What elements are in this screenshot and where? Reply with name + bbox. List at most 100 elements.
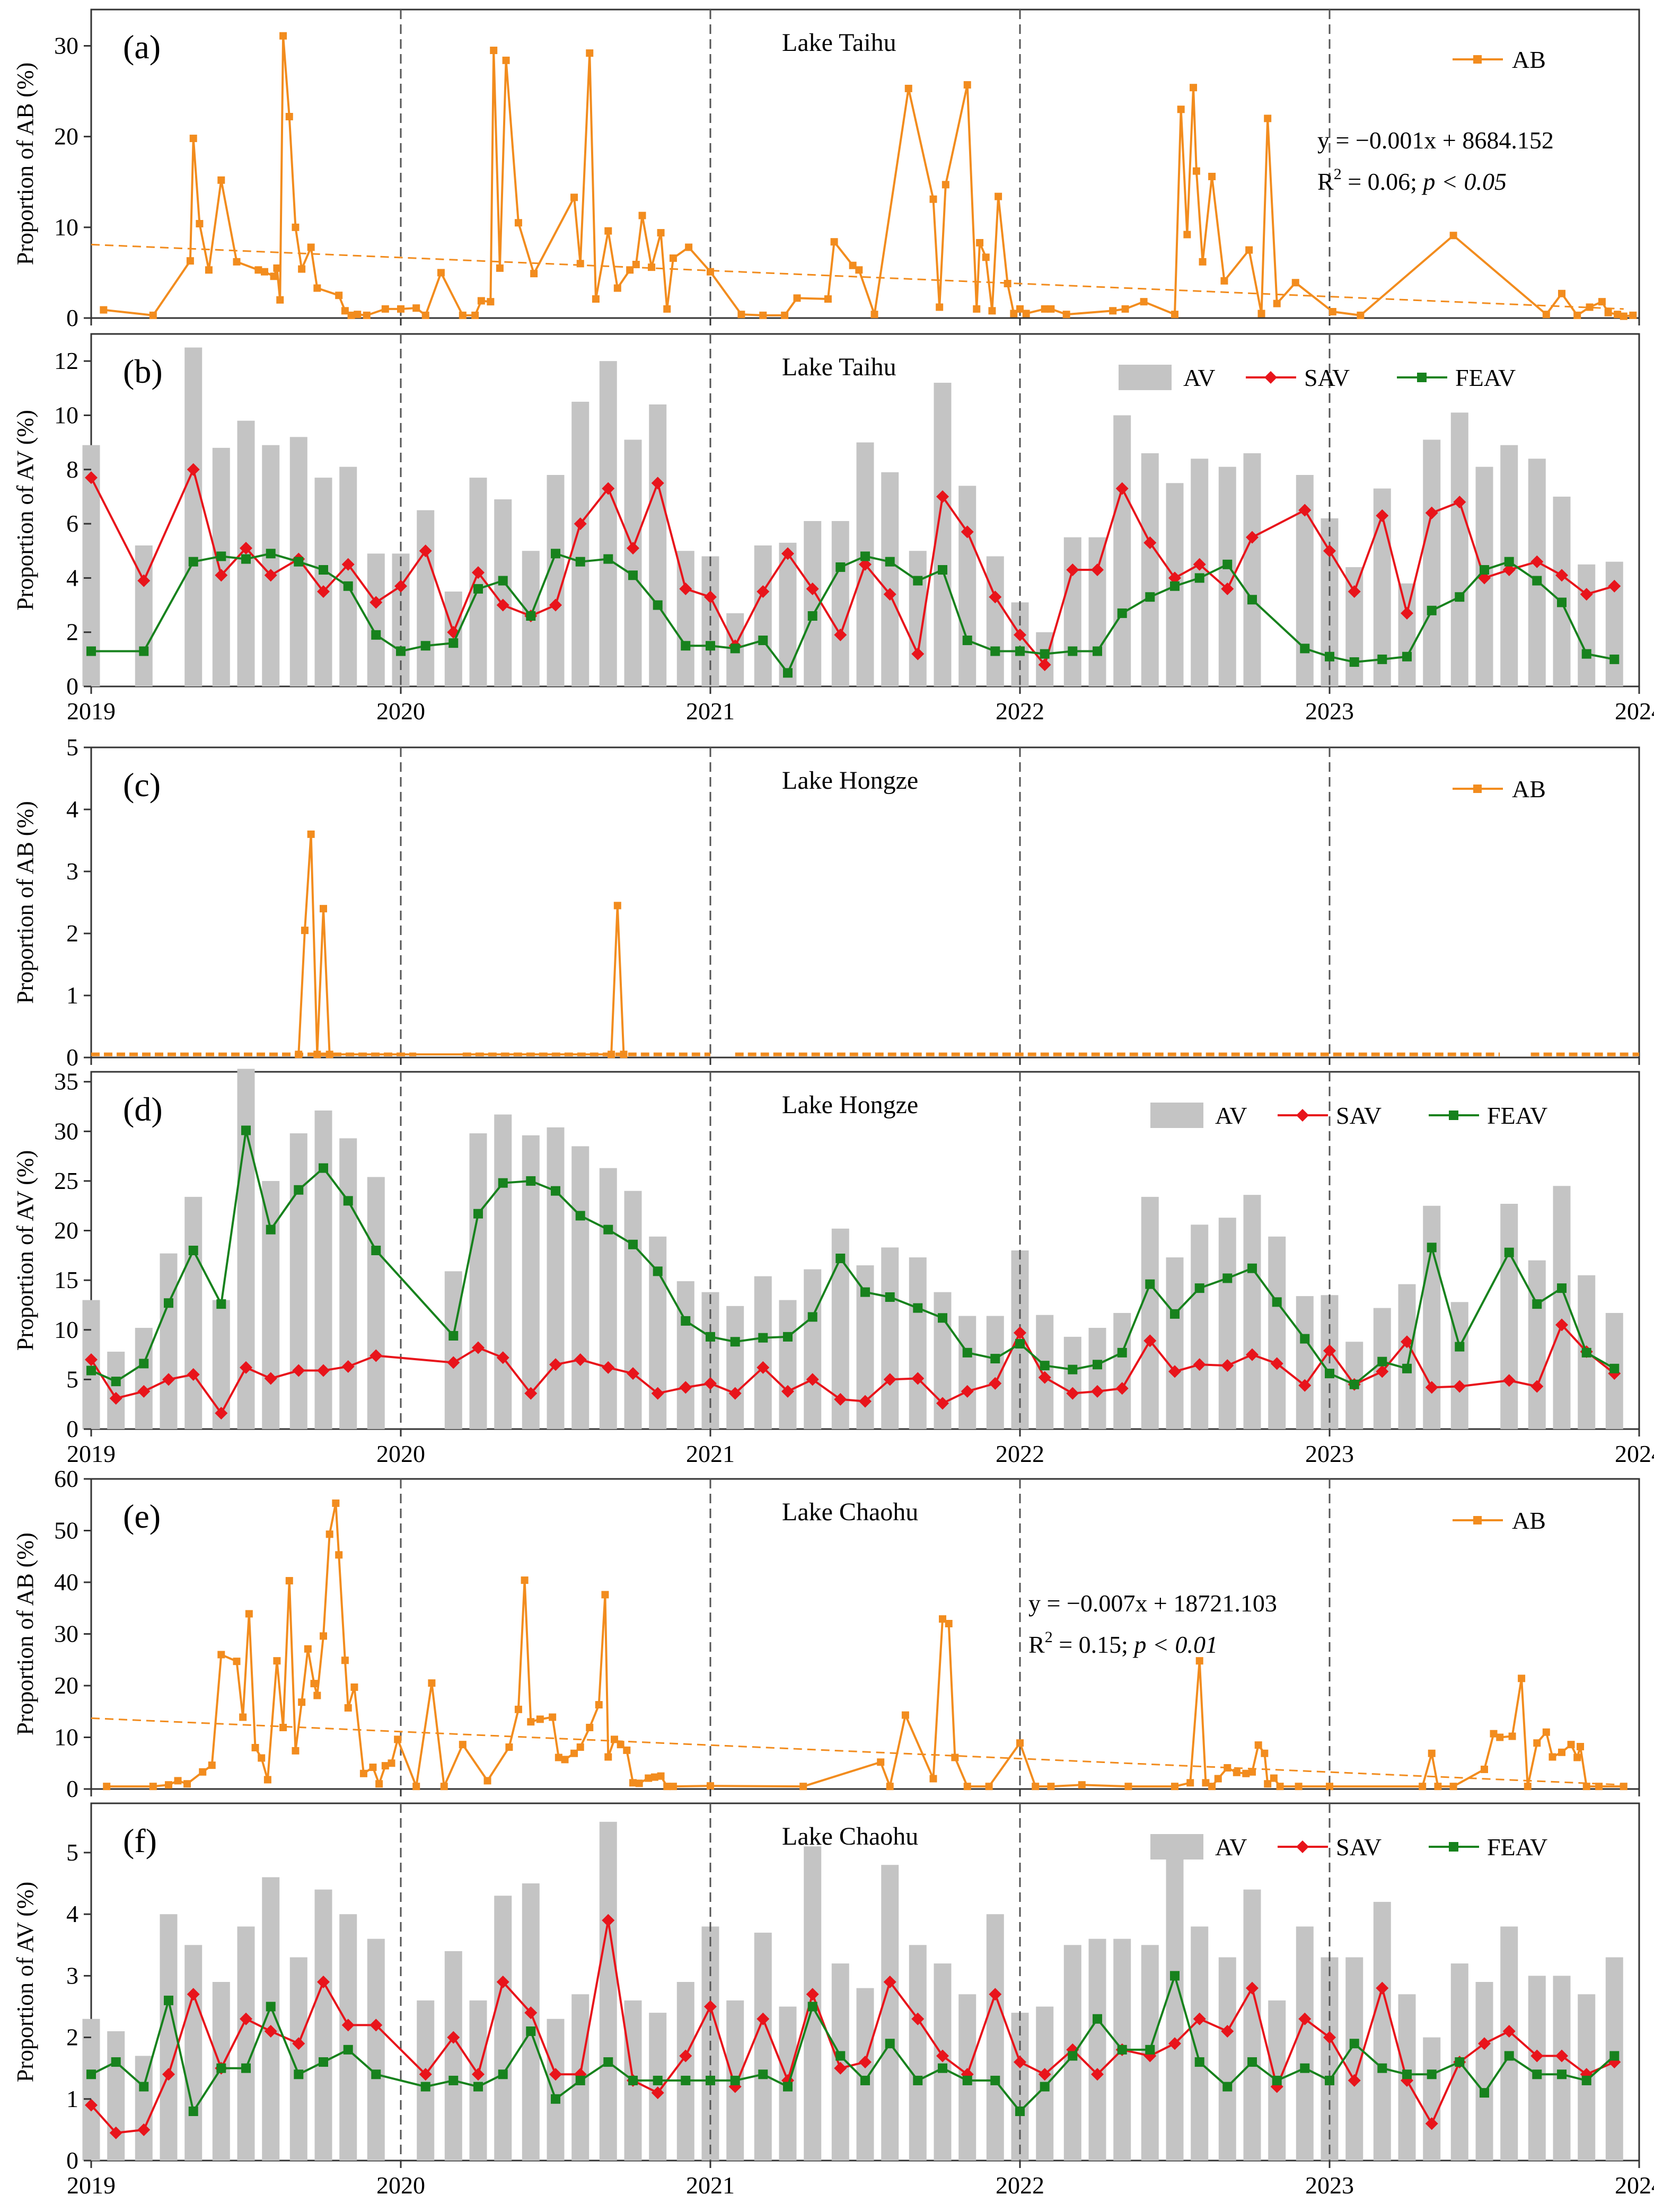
- sav-point: [728, 1387, 742, 1400]
- feav-point: [139, 1359, 149, 1369]
- panel-e: 0 10 20 30 40 50 60 Proportion of AB (%) (e) Lake…: [12, 1465, 1640, 1802]
- feav-point: [758, 1333, 768, 1343]
- feav-point: [266, 2002, 276, 2012]
- av-bar: [1243, 1195, 1261, 1429]
- panel-title: Lake Chaohu: [782, 1498, 918, 1526]
- legend-ab-label: AB: [1512, 1507, 1546, 1534]
- feav-point: [603, 1224, 613, 1235]
- sav-point: [834, 628, 847, 641]
- sav-point: [806, 1988, 819, 2001]
- feav-point: [1247, 1263, 1257, 1273]
- legend-av-swatch: [1119, 365, 1172, 390]
- ab-point: [459, 311, 467, 319]
- av-bar: [676, 551, 694, 686]
- av-bar: [1500, 1204, 1518, 1429]
- ab-point: [239, 1713, 247, 1721]
- y-tick-label: 2: [66, 920, 78, 947]
- av-bar: [1528, 1260, 1546, 1429]
- feav-point: [913, 2075, 923, 2085]
- feav-point: [473, 584, 483, 594]
- sav-point: [936, 2049, 949, 2063]
- x-tick-label: 2024: [1615, 1440, 1654, 1467]
- r-symbol: R: [1317, 168, 1334, 195]
- av-bar: [469, 478, 487, 686]
- ab-point: [369, 1764, 377, 1772]
- av-bar: [444, 1271, 462, 1429]
- panel-title: Lake Chaohu: [782, 1822, 918, 1850]
- ab-point: [669, 254, 677, 262]
- panel-label: (e): [123, 1497, 161, 1535]
- ab-point: [799, 1783, 807, 1791]
- panel-label: (d): [123, 1090, 163, 1128]
- ab-point: [669, 1783, 677, 1791]
- feav-point: [139, 646, 149, 656]
- av-bar: [1063, 1336, 1081, 1429]
- feav-point: [86, 646, 96, 656]
- feav-point: [1532, 2069, 1542, 2079]
- av-bar: [1423, 1205, 1441, 1429]
- feav-point: [1325, 2075, 1334, 2085]
- feav-point: [1581, 649, 1591, 659]
- av-bar: [1345, 567, 1363, 686]
- sav-point: [1502, 1374, 1516, 1387]
- x-tick-label: 2023: [1305, 1440, 1354, 1467]
- panel-label: (f): [123, 1822, 157, 1860]
- ab-point: [995, 192, 1002, 200]
- sav-point: [1425, 506, 1438, 519]
- ab-point: [1220, 277, 1228, 285]
- panel-f: 0 1 2 3 4 5 2019 2020 2021 2022 2023 2024 Proportion…: [12, 1802, 1654, 2199]
- y-axis-label: Proportion of AB (%): [12, 63, 38, 266]
- feav-point: [86, 1365, 96, 1376]
- sav-point: [1376, 1365, 1389, 1378]
- ab-point: [635, 1779, 643, 1787]
- sav-point: [1246, 1981, 1259, 1995]
- feav-point: [575, 1211, 585, 1221]
- ab-point: [320, 905, 327, 913]
- ab-point: [586, 49, 594, 57]
- sav-point: [781, 547, 794, 560]
- feav-point: [1504, 2051, 1514, 2061]
- feav-point: [962, 2075, 972, 2085]
- feav-point: [1377, 2063, 1387, 2073]
- feav-point: [473, 2082, 483, 2092]
- ab-point: [421, 311, 429, 319]
- y-tick-label: 6: [66, 510, 78, 537]
- legend-sav-marker: [1296, 1840, 1309, 1853]
- ab-point: [1449, 232, 1457, 240]
- feav-point: [706, 1332, 715, 1342]
- sav-point: [524, 1387, 538, 1400]
- ab-point: [1062, 311, 1070, 319]
- feav-point: [1068, 646, 1078, 656]
- feav-point: [1015, 646, 1025, 656]
- feav-point: [1532, 1299, 1542, 1309]
- ab-point: [1326, 1783, 1333, 1791]
- ab-point: [1190, 84, 1198, 92]
- y-tick-label: 4: [66, 564, 78, 591]
- y-tick-label: 0: [66, 1044, 78, 1071]
- feav-point: [319, 565, 328, 575]
- feav-point: [1300, 1334, 1310, 1344]
- av-bar: [779, 1300, 797, 1429]
- ab-point: [620, 1051, 628, 1059]
- ab-point: [1291, 279, 1299, 287]
- sav-point: [137, 574, 151, 587]
- feav-point: [938, 2063, 947, 2073]
- legend-ab-marker: [1473, 1516, 1482, 1524]
- av-bar: [444, 1951, 462, 2161]
- av-bar: [1011, 602, 1029, 686]
- legend-sav-label: SAV: [1336, 1102, 1382, 1129]
- y-tick-label: 0: [66, 304, 78, 331]
- legend-ab-label: AB: [1512, 46, 1546, 73]
- ab-point: [613, 284, 621, 292]
- ab-point: [1629, 311, 1637, 319]
- ab-point: [1598, 298, 1606, 306]
- av-bar: [1166, 1257, 1184, 1429]
- y-axis-label: Proportion of AV (%): [12, 1150, 38, 1351]
- sav-point: [496, 598, 509, 612]
- feav-point: [1015, 1338, 1025, 1349]
- ab-point: [233, 258, 241, 266]
- legend-ab-marker: [1473, 55, 1482, 64]
- panel-c: 0 1 2 3 4 5 Proportion of AB (%) (c) Lake Hongze…: [12, 734, 1640, 1071]
- y-tick-label: 30: [54, 1620, 78, 1647]
- ab-point: [412, 304, 420, 312]
